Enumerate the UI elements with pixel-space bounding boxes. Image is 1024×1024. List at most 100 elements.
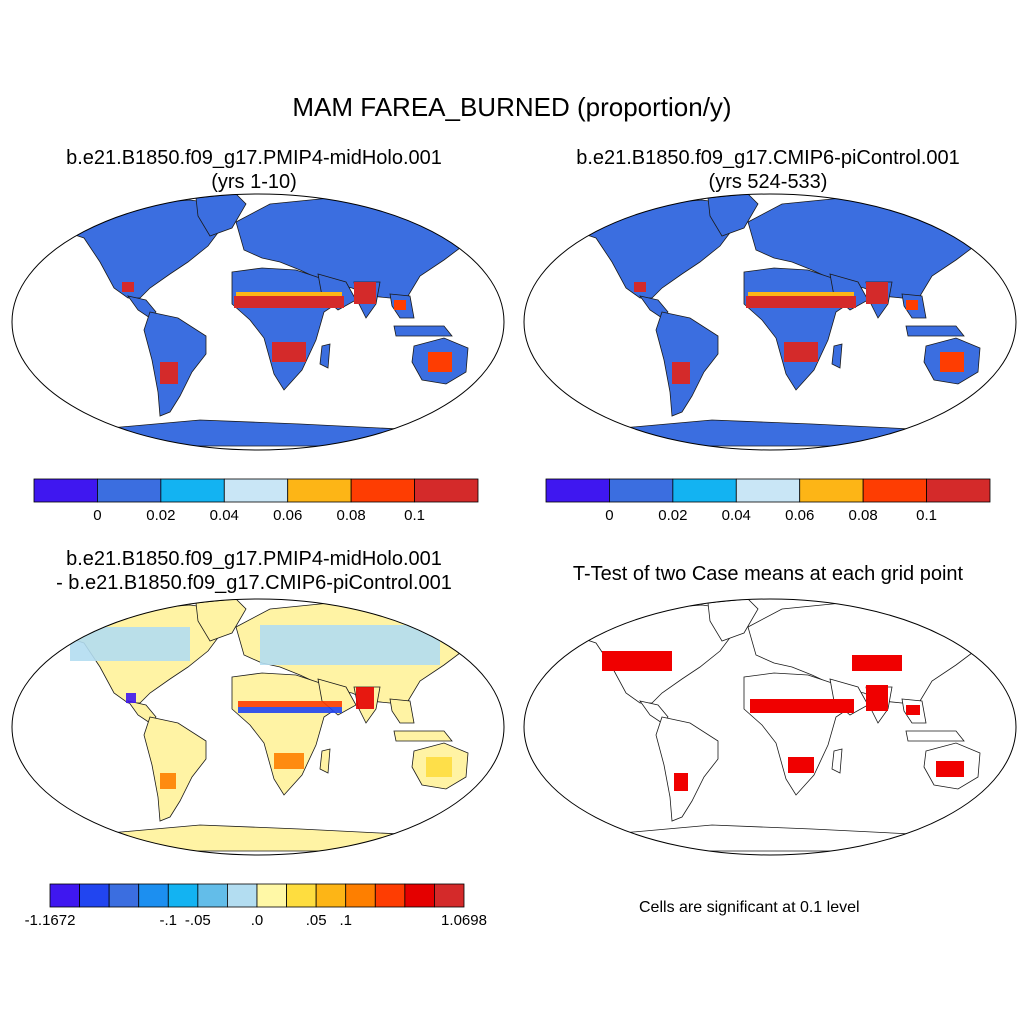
panel-title-picontrol: b.e21.B1850.f09_g17.CMIP6-piControl.001 … — [518, 146, 1018, 194]
southern-africa — [272, 342, 306, 362]
sig-central-asia — [852, 655, 902, 671]
colorbar-tick-label: 0.06 — [273, 507, 303, 524]
southeast-asia-burn — [906, 300, 918, 310]
landmass-indonesia — [905, 730, 965, 742]
map-midholo — [46, 194, 479, 447]
colorbar-tick-label: 0.04 — [209, 507, 239, 524]
panel-title-line1: b.e21.B1850.f09_g17.CMIP6-piControl.001 — [576, 147, 960, 169]
colorbar-tick-label: 0 — [93, 507, 102, 524]
mexico-burn — [634, 282, 646, 292]
landmass-arabia — [317, 678, 357, 716]
colorbar-swatch — [345, 883, 376, 908]
diff-southern-africa — [274, 753, 304, 769]
colorbar-swatch — [138, 883, 169, 908]
map-border — [523, 193, 1017, 451]
colorbar-swatch — [49, 883, 80, 908]
colorbar-tick-label: 0.08 — [848, 507, 878, 524]
colorbar-tick-label: 0.02 — [658, 507, 688, 524]
significance-note: Cells are significant at 0.1 level — [639, 899, 860, 916]
colorbar-swatch — [404, 883, 435, 908]
colorbar-tick-label: 0.02 — [146, 507, 176, 524]
figure-title: MAM FAREA_BURNED (proportion/y) — [292, 92, 732, 122]
colorbar-difference — [49, 883, 465, 908]
colorbar-tick-label: -.05 — [184, 912, 211, 929]
colorbar-tick-label: .1 — [339, 912, 352, 929]
landmass-greenland — [707, 194, 759, 237]
colorbar-swatch — [287, 478, 352, 503]
diff-sahel-north — [238, 701, 342, 707]
sig-north-america — [602, 651, 672, 671]
colorbar-swatch — [609, 478, 674, 503]
landmass-madagascar — [831, 343, 843, 369]
landmass-indonesia — [393, 325, 453, 337]
colorbar-swatch — [33, 478, 98, 503]
colorbar-swatch — [256, 883, 287, 908]
colorbar-swatch — [862, 478, 927, 503]
diff-india — [356, 687, 374, 709]
colorbar-tick-label: 0.06 — [785, 507, 815, 524]
colorbar-swatch — [799, 478, 864, 503]
panel-title-line2: (yrs 1-10) — [211, 171, 297, 193]
colorbar-swatch — [926, 478, 991, 503]
colorbar-swatch — [374, 883, 406, 908]
colorbar-swatch — [434, 883, 465, 908]
landmass-greenland — [195, 599, 247, 642]
colorbar-swatch — [197, 883, 228, 908]
landmass-madagascar — [319, 748, 331, 774]
colorbar-swatch — [545, 478, 610, 503]
diff-central-america — [126, 693, 136, 703]
colorbar-tick-label: 0.04 — [721, 507, 751, 524]
colorbar-swatch — [223, 478, 289, 503]
map-border — [523, 598, 1017, 856]
colorbar-tick-label: -1.1672 — [24, 912, 76, 929]
colorbar-swatch — [108, 883, 140, 908]
colorbar-swatch — [167, 883, 199, 908]
landmass-greenland — [707, 599, 759, 642]
panel-title-line1: T-Test of two Case means at each grid po… — [572, 563, 964, 585]
australia-burn — [940, 352, 964, 372]
colorbar-tick-label: 1.0698 — [441, 912, 487, 929]
panel-title-line2: - b.e21.B1850.f09_g17.CMIP6-piControl.00… — [56, 572, 452, 594]
landmass-indonesia — [393, 730, 453, 742]
colorbar-tick-label: 0.1 — [404, 507, 425, 524]
south-america-burn — [160, 362, 178, 384]
colorbar-swatch — [160, 478, 225, 503]
colorbar-swatch — [672, 478, 737, 503]
map-border — [11, 598, 505, 856]
landmass-south-america — [143, 716, 207, 822]
colorbar-tick-label: 0 — [605, 507, 614, 524]
panel-title-difference: b.e21.B1850.f09_g17.PMIP4-midHolo.001 - … — [4, 547, 504, 595]
colorbar-swatch — [97, 478, 162, 503]
colorbar-swatch — [350, 478, 415, 503]
sig-australia — [936, 761, 964, 777]
sig-india — [866, 685, 888, 711]
colorbar-swatch — [79, 883, 110, 908]
landmass-south-america — [655, 716, 719, 822]
colorbar-swatch — [414, 478, 479, 503]
sahel-band — [746, 296, 856, 308]
colorbar-tick-label: 0.08 — [336, 507, 366, 524]
map-border — [11, 193, 505, 451]
map-ttest — [558, 599, 991, 852]
sig-southeast-asia — [906, 705, 920, 715]
map-difference — [46, 599, 479, 852]
landmass-indonesia — [905, 325, 965, 337]
sig-southern-africa — [788, 757, 814, 773]
southern-africa — [784, 342, 818, 362]
sahel-edge — [748, 292, 854, 296]
india-burn — [354, 282, 376, 304]
colorbar-midholo — [33, 478, 479, 503]
colorbar-tick-label: .05 — [305, 912, 327, 929]
landmass-arabia — [829, 678, 869, 716]
colorbar-swatch — [315, 883, 347, 908]
colorbar-tick-label: .0 — [250, 912, 264, 929]
india-burn — [866, 282, 888, 304]
south-america-burn — [672, 362, 690, 384]
landmass-madagascar — [319, 343, 331, 369]
colorbar-swatch — [227, 883, 258, 908]
sahel-edge — [236, 292, 342, 296]
southeast-asia-burn — [394, 300, 406, 310]
panel-title-line1: b.e21.B1850.f09_g17.PMIP4-midHolo.001 — [66, 147, 442, 169]
colorbar-tick-label: -.1 — [159, 912, 178, 929]
